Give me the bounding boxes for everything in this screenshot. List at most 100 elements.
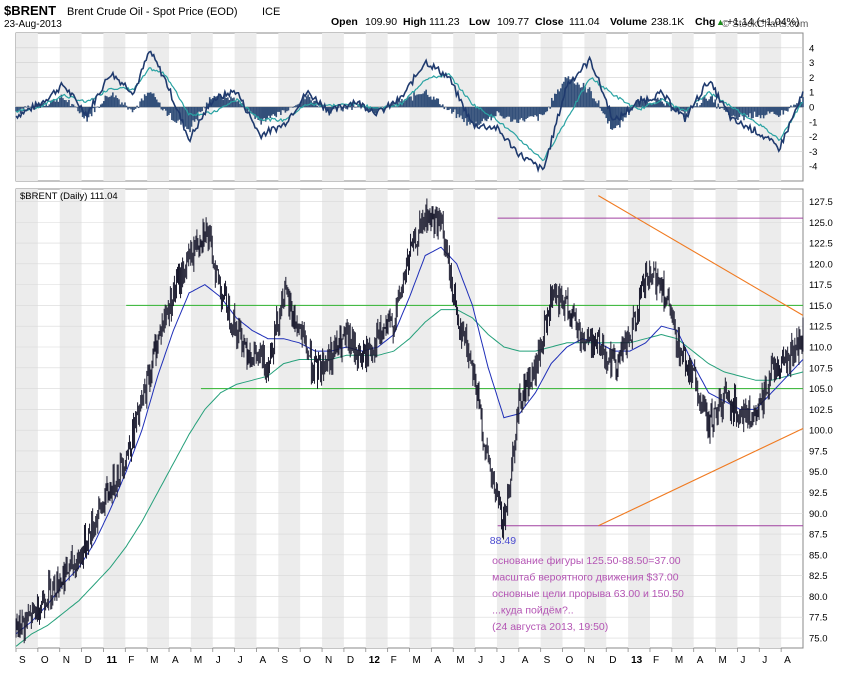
histogram-bar bbox=[233, 98, 235, 108]
volume-label: Volume bbox=[610, 16, 647, 28]
histogram-bar bbox=[282, 107, 284, 110]
oscillator-tick-label: 2 bbox=[809, 73, 814, 84]
histogram-bar bbox=[515, 107, 517, 120]
histogram-bar bbox=[664, 106, 666, 108]
histogram-bar bbox=[552, 101, 554, 108]
histogram-bar bbox=[421, 94, 423, 107]
histogram-bar bbox=[276, 107, 278, 117]
histogram-bar bbox=[416, 95, 418, 108]
x-tick-label: M bbox=[675, 655, 683, 666]
price-tick-label: 100.0 bbox=[809, 426, 833, 437]
histogram-bar bbox=[487, 107, 489, 119]
x-tick-label: O bbox=[303, 655, 311, 666]
histogram-bar bbox=[427, 95, 429, 107]
histogram-bar bbox=[157, 102, 159, 107]
histogram-bar bbox=[103, 101, 105, 107]
histogram-bar bbox=[280, 107, 282, 115]
histogram-bar bbox=[661, 102, 663, 107]
histogram-bar bbox=[77, 107, 79, 111]
histogram-bar bbox=[760, 107, 762, 118]
price-tick-label: 122.5 bbox=[809, 239, 833, 250]
histogram-bar bbox=[354, 107, 356, 108]
histogram-bar bbox=[67, 102, 69, 107]
price-band bbox=[410, 189, 432, 648]
histogram-bar bbox=[65, 100, 67, 107]
histogram-bar bbox=[24, 106, 26, 107]
chart-date: 23-Aug-2013 bbox=[4, 19, 62, 30]
histogram-bar bbox=[624, 107, 626, 117]
price-tick-label: 125.0 bbox=[809, 218, 833, 229]
x-tick-label: O bbox=[566, 655, 574, 666]
histogram-bar bbox=[475, 107, 477, 122]
price-band bbox=[759, 189, 781, 648]
x-tick-label: M bbox=[719, 655, 727, 666]
histogram-bar bbox=[714, 99, 716, 107]
exchange: ICE bbox=[262, 6, 280, 18]
histogram-bar bbox=[605, 107, 607, 118]
histogram-bar bbox=[705, 99, 707, 108]
histogram-bar bbox=[309, 97, 311, 107]
annotation-line: основание фигуры 125.50-88.50=37.00 bbox=[492, 555, 681, 567]
histogram-bar bbox=[167, 107, 169, 116]
histogram-bar bbox=[98, 107, 100, 108]
histogram-bar bbox=[165, 107, 167, 111]
histogram-bar bbox=[599, 107, 601, 108]
histogram-bar bbox=[719, 107, 721, 109]
x-tick-label: F bbox=[128, 655, 134, 666]
histogram-bar bbox=[164, 107, 166, 109]
x-tick-label: F bbox=[653, 655, 659, 666]
volume-value: 238.1K bbox=[651, 16, 684, 28]
price-tick-label: 120.0 bbox=[809, 259, 833, 270]
histogram-bar bbox=[618, 107, 620, 125]
histogram-bar bbox=[773, 107, 775, 114]
x-tick-label: J bbox=[238, 655, 243, 666]
histogram-bar bbox=[716, 107, 718, 109]
histogram-bar bbox=[268, 107, 270, 116]
x-tick-label: 13 bbox=[631, 655, 643, 666]
histogram-bar bbox=[751, 107, 753, 119]
histogram-bar bbox=[428, 97, 430, 107]
histogram-bar bbox=[130, 107, 132, 109]
histogram-bar bbox=[27, 106, 29, 108]
histogram-bar bbox=[711, 96, 713, 108]
histogram-bar bbox=[696, 103, 698, 107]
histogram-bar bbox=[135, 107, 137, 109]
histogram-bar bbox=[601, 107, 603, 111]
histogram-bar bbox=[26, 107, 28, 108]
histogram-bar bbox=[698, 106, 700, 107]
open-label: Open bbox=[331, 16, 358, 28]
histogram-bar bbox=[795, 105, 797, 107]
histogram-bar bbox=[44, 106, 46, 107]
x-tick-label: O bbox=[41, 655, 49, 666]
histogram-bar bbox=[779, 107, 781, 116]
x-tick-label: M bbox=[194, 655, 202, 666]
symbol: $BRENT bbox=[4, 3, 56, 18]
histogram-bar bbox=[141, 98, 143, 107]
histogram-bar bbox=[64, 100, 66, 107]
histogram-bar bbox=[748, 107, 750, 117]
histogram-bar bbox=[536, 107, 538, 116]
histogram-bar bbox=[236, 102, 238, 108]
histogram-bar bbox=[436, 98, 438, 107]
histogram-bar bbox=[437, 99, 439, 108]
histogram-bar bbox=[498, 107, 500, 112]
price-tick-label: 112.5 bbox=[809, 322, 832, 333]
histogram-bar bbox=[717, 104, 719, 108]
histogram-bar bbox=[787, 107, 789, 112]
histogram-bar bbox=[516, 107, 518, 123]
price-band bbox=[278, 189, 300, 648]
histogram-bar bbox=[133, 107, 135, 110]
histogram-bar bbox=[74, 106, 76, 107]
x-tick-label: J bbox=[762, 655, 767, 666]
annotation-line: ...куда пойдём?.. bbox=[492, 604, 574, 616]
histogram-bar bbox=[55, 102, 57, 108]
histogram-bar bbox=[73, 105, 75, 108]
histogram-bar bbox=[525, 107, 527, 119]
close-label: Close bbox=[535, 16, 564, 28]
histogram-bar bbox=[459, 107, 461, 117]
price-tick-label: 85.0 bbox=[809, 550, 828, 561]
histogram-bar bbox=[602, 107, 604, 113]
histogram-bar bbox=[707, 101, 709, 107]
histogram-bar bbox=[513, 107, 515, 120]
